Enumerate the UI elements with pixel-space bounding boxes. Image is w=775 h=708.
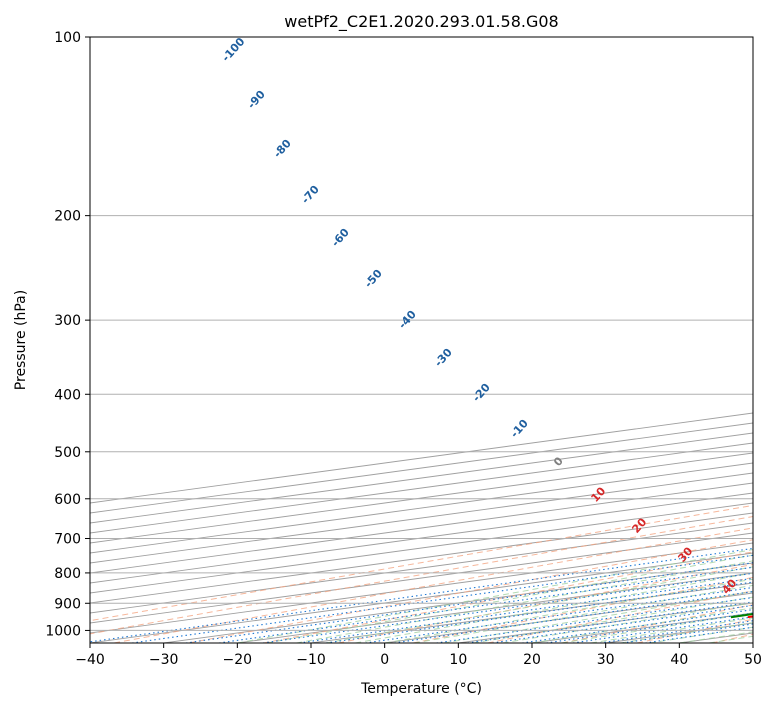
isotherm-line bbox=[90, 532, 753, 624]
dry-adiabat-line bbox=[338, 563, 753, 643]
isotherm-line bbox=[90, 472, 753, 564]
x-tick-label: 40 bbox=[670, 652, 688, 668]
x-axis-label: Temperature (°C) bbox=[360, 681, 482, 697]
y-tick-label: 600 bbox=[54, 492, 81, 508]
isotherm-line bbox=[90, 462, 753, 554]
y-tick-label: 400 bbox=[54, 387, 81, 403]
x-tick-label: −20 bbox=[223, 652, 253, 668]
y-tick-label: 200 bbox=[54, 209, 81, 225]
dry-adiabat-line bbox=[188, 539, 753, 643]
isotherm-line bbox=[90, 482, 753, 574]
y-tick-label: 100 bbox=[54, 30, 81, 46]
x-tick-label: 10 bbox=[449, 652, 467, 668]
x-tick-label: 0 bbox=[380, 652, 389, 668]
isotherm-line bbox=[90, 492, 753, 584]
mixing-ratio-line bbox=[436, 596, 753, 643]
x-tick-label: −10 bbox=[296, 652, 326, 668]
mixing-ratio-line bbox=[394, 591, 753, 643]
axis-ticks: −40 −30 −20 −10 0 10 20 30 40 50 1000 900 800 700 600 5… bbox=[45, 30, 762, 668]
isotherm-line bbox=[90, 502, 753, 594]
y-tick-label: 1000 bbox=[45, 623, 81, 639]
dry-adiabat-line bbox=[90, 504, 753, 622]
mixing-ratio-line bbox=[365, 586, 753, 643]
y-tick-label: 700 bbox=[54, 532, 81, 548]
x-tick-label: −30 bbox=[149, 652, 179, 668]
moist-adiabat-line bbox=[473, 596, 753, 643]
mixing-ratio-line bbox=[326, 581, 753, 643]
dry-adiabat-line bbox=[114, 527, 753, 643]
y-axis-label: Pressure (hPa) bbox=[13, 290, 29, 390]
x-tick-label: −40 bbox=[75, 652, 105, 668]
y-tick-label: 300 bbox=[54, 313, 81, 329]
y-tick-label: 500 bbox=[54, 445, 81, 461]
pressure-grid bbox=[90, 37, 753, 631]
y-tick-label: 800 bbox=[54, 566, 81, 582]
y-tick-label: 900 bbox=[54, 596, 81, 612]
x-tick-label: 50 bbox=[744, 652, 762, 668]
isotherm-line bbox=[90, 452, 753, 544]
dry-adiabat-line bbox=[412, 576, 753, 643]
x-tick-label: 20 bbox=[523, 652, 541, 668]
chart-title: wetPf2_C2E1.2020.293.01.58.G08 bbox=[284, 12, 558, 32]
mixing-ratio-line bbox=[90, 547, 753, 643]
moist-adiabat-line bbox=[384, 578, 753, 643]
isotherm-line bbox=[90, 522, 753, 614]
plot-frame bbox=[89, 36, 754, 644]
x-tick-label: 30 bbox=[597, 652, 615, 668]
